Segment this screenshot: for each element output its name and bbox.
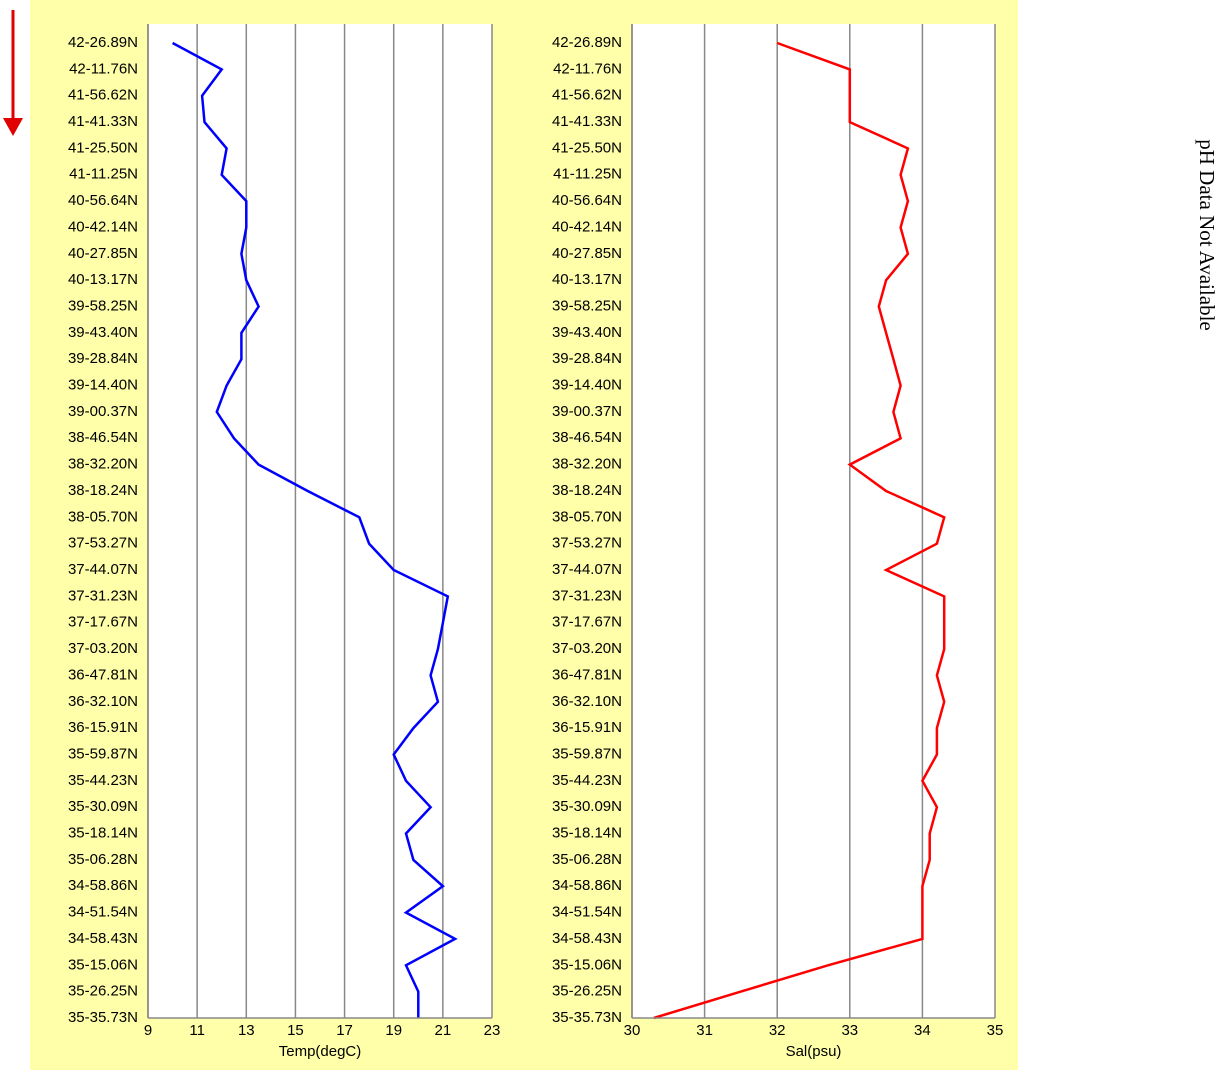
y-tick-label: 35-26.25N — [552, 983, 622, 1000]
x-tick-label: 35 — [987, 1022, 1004, 1039]
y-tick-label: 37-44.07N — [68, 561, 138, 578]
y-tick-label: 41-25.50N — [68, 139, 138, 156]
y-tick-label: 35-06.28N — [552, 851, 622, 868]
y-tick-label: 37-03.20N — [68, 640, 138, 657]
y-tick-label: 35-18.14N — [68, 825, 138, 842]
x-tick-label: 19 — [385, 1022, 402, 1039]
y-tick-label: 37-17.67N — [552, 614, 622, 631]
y-tick-label: 35-30.09N — [68, 798, 138, 815]
y-tick-label: 36-47.81N — [552, 666, 622, 683]
x-tick-label: 21 — [435, 1022, 452, 1039]
y-tick-label: 34-51.54N — [552, 904, 622, 921]
annotation: pH Data Not Available — [1195, 139, 1219, 330]
y-tick-label: 39-00.37N — [68, 403, 138, 420]
x-tick-label: 11 — [189, 1022, 205, 1039]
x-tick-label: 34 — [914, 1022, 931, 1039]
x-tick-label: 13 — [238, 1022, 255, 1039]
y-tick-label: 37-31.23N — [552, 587, 622, 604]
y-tick-label: 39-14.40N — [68, 377, 138, 394]
y-tick-label: 35-44.23N — [552, 772, 622, 789]
y-tick-label: 35-26.25N — [68, 983, 138, 1000]
y-tick-label: 40-27.85N — [552, 245, 622, 262]
y-tick-label: 38-32.20N — [68, 456, 138, 473]
y-tick-label: 35-59.87N — [552, 745, 622, 762]
y-tick-label: 35-18.14N — [552, 825, 622, 842]
y-tick-label: 38-32.20N — [552, 456, 622, 473]
y-tick-label: 37-44.07N — [552, 561, 622, 578]
y-tick-label: 39-58.25N — [68, 297, 138, 314]
y-tick-label: 40-13.17N — [552, 271, 622, 288]
x-tick-label: 23 — [484, 1022, 501, 1039]
y-tick-label: 34-58.86N — [68, 877, 138, 894]
y-tick-label: 36-15.91N — [552, 719, 622, 736]
y-tick-label: 38-46.54N — [552, 429, 622, 446]
y-tick-label: 34-58.43N — [68, 930, 138, 947]
y-tick-label: 40-27.85N — [68, 245, 138, 262]
y-tick-label: 39-14.40N — [552, 377, 622, 394]
arrow-head — [3, 118, 23, 136]
y-tick-label: 38-05.70N — [68, 508, 138, 525]
x-tick-label: 15 — [287, 1022, 304, 1039]
x-axis-label: Sal(psu) — [786, 1043, 842, 1060]
y-tick-label: 35-35.73N — [552, 1009, 622, 1026]
y-tick-label: 36-47.81N — [68, 666, 138, 683]
y-tick-label: 39-43.40N — [68, 324, 138, 341]
y-tick-label: 38-05.70N — [552, 508, 622, 525]
y-tick-label: 41-56.62N — [552, 87, 622, 104]
y-tick-label: 35-59.87N — [68, 745, 138, 762]
y-tick-label: 37-03.20N — [552, 640, 622, 657]
x-tick-label: 31 — [696, 1022, 713, 1039]
plot-area — [148, 24, 492, 1018]
y-tick-label: 36-32.10N — [68, 693, 138, 710]
plot-area — [632, 24, 995, 1018]
y-tick-label: 40-13.17N — [68, 271, 138, 288]
y-tick-label: 39-28.84N — [68, 350, 138, 367]
y-tick-label: 40-56.64N — [68, 192, 138, 209]
y-tick-label: 41-25.50N — [552, 139, 622, 156]
y-tick-label: 41-41.33N — [552, 113, 622, 130]
y-tick-label: 37-31.23N — [68, 587, 138, 604]
x-tick-label: 30 — [624, 1022, 641, 1039]
y-tick-label: 36-32.10N — [552, 693, 622, 710]
y-tick-label: 35-15.06N — [552, 956, 622, 973]
y-tick-label: 37-53.27N — [68, 535, 138, 552]
y-tick-label: 39-58.25N — [552, 297, 622, 314]
y-tick-label: 37-53.27N — [552, 535, 622, 552]
y-tick-label: 40-56.64N — [552, 192, 622, 209]
data-line — [172, 41, 458, 1018]
x-tick-label: 17 — [336, 1022, 353, 1039]
y-tick-label: 34-58.43N — [552, 930, 622, 947]
x-tick-label: 9 — [144, 1022, 152, 1039]
y-tick-label: 35-44.23N — [68, 772, 138, 789]
y-tick-label: 38-18.24N — [552, 482, 622, 499]
y-tick-label: 41-56.62N — [68, 87, 138, 104]
y-tick-label: 42-26.89N — [552, 34, 622, 51]
y-tick-label: 40-42.14N — [552, 218, 622, 235]
y-tick-label: 40-42.14N — [68, 218, 138, 235]
y-tick-label: 34-58.86N — [552, 877, 622, 894]
y-tick-label: 37-17.67N — [68, 614, 138, 631]
y-tick-label: 35-06.28N — [68, 851, 138, 868]
y-tick-label: 42-11.76N — [69, 60, 138, 77]
data-line — [653, 41, 946, 1020]
y-tick-label: 35-15.06N — [68, 956, 138, 973]
x-axis-label: Temp(degC) — [279, 1043, 362, 1060]
y-tick-label: 39-00.37N — [552, 403, 622, 420]
y-tick-label: 39-28.84N — [552, 350, 622, 367]
y-tick-label: 35-30.09N — [552, 798, 622, 815]
y-tick-label: 41-11.25N — [553, 166, 622, 183]
y-tick-label: 39-43.40N — [552, 324, 622, 341]
y-tick-label: 42-26.89N — [68, 34, 138, 51]
x-tick-label: 33 — [841, 1022, 858, 1039]
y-tick-label: 41-11.25N — [69, 166, 138, 183]
y-tick-label: 42-11.76N — [553, 60, 622, 77]
y-tick-label: 34-51.54N — [68, 904, 138, 921]
y-tick-label: 41-41.33N — [68, 113, 138, 130]
x-tick-label: 32 — [769, 1022, 786, 1039]
y-tick-label: 38-46.54N — [68, 429, 138, 446]
y-tick-label: 36-15.91N — [68, 719, 138, 736]
y-tick-label: 38-18.24N — [68, 482, 138, 499]
y-tick-label: 35-35.73N — [68, 1009, 138, 1026]
